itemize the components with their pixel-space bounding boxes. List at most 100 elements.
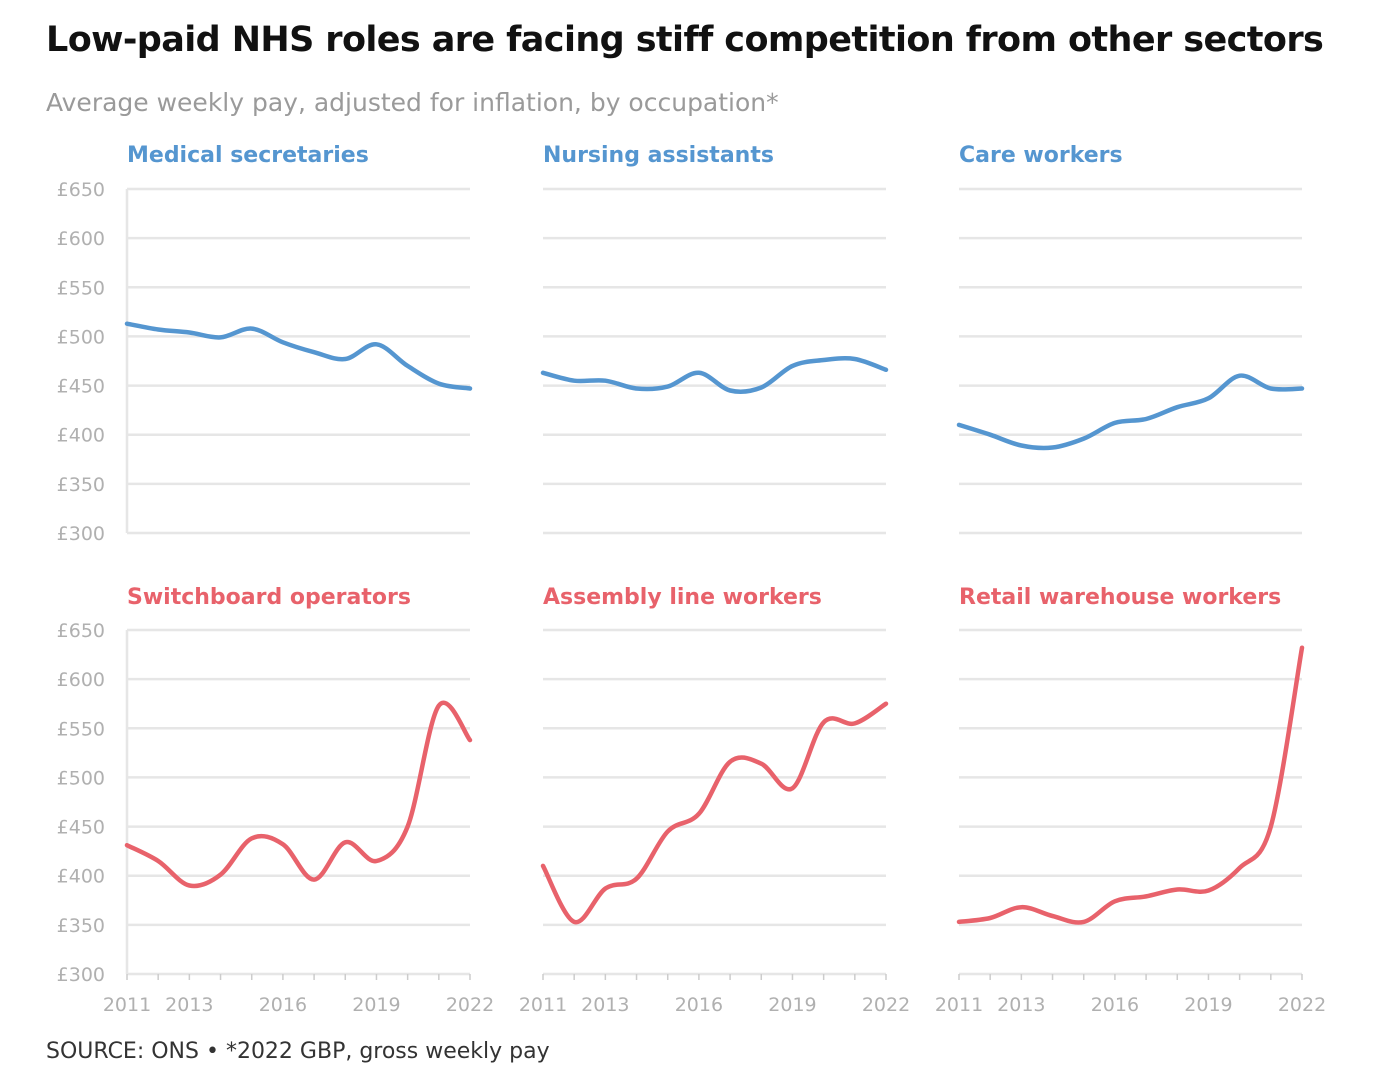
data-point <box>822 358 826 362</box>
data-point <box>219 335 223 339</box>
y-tick-label: £350 <box>57 915 105 937</box>
data-point <box>759 762 763 766</box>
data-point <box>541 864 545 868</box>
data-point <box>312 878 316 882</box>
data-point <box>1269 825 1273 829</box>
y-tick-label: £500 <box>57 326 105 348</box>
data-point <box>1207 396 1211 400</box>
panel-title: Assembly line workers <box>543 585 822 610</box>
data-point <box>697 812 701 816</box>
data-point <box>666 830 670 834</box>
series-line <box>956 645 1305 925</box>
y-tick-label: £550 <box>57 277 105 299</box>
x-tick-label: 2022 <box>1278 994 1326 1016</box>
x-tick-label: 2019 <box>1184 994 1232 1016</box>
data-point <box>1238 374 1242 378</box>
panel-2: Care workers <box>956 143 1305 535</box>
data-point <box>375 859 379 863</box>
data-point <box>1300 646 1304 650</box>
chart-title: Low-paid NHS roles are facing stiff comp… <box>46 20 1324 60</box>
data-point <box>1144 894 1148 898</box>
panel-5: Retail warehouse workers 2011 2013 2016 2019… <box>935 585 1326 1016</box>
data-point <box>791 786 795 790</box>
x-tick-label: 2013 <box>581 994 629 1016</box>
data-point <box>1082 920 1086 924</box>
panel-title: Retail warehouse workers <box>959 585 1281 610</box>
data-point <box>697 371 701 375</box>
data-point <box>1238 866 1242 870</box>
x-tick-label: 2016 <box>675 994 723 1016</box>
panel-title: Care workers <box>959 143 1123 168</box>
data-point <box>853 357 857 361</box>
x-tick-label: 2022 <box>862 994 910 1016</box>
data-point <box>1144 417 1148 421</box>
data-point <box>884 702 888 706</box>
data-point <box>1051 446 1055 450</box>
data-point <box>468 738 472 742</box>
data-point <box>343 840 347 844</box>
y-tick-label: £650 <box>57 179 105 201</box>
data-point <box>375 342 379 346</box>
y-tick-label: £600 <box>57 669 105 691</box>
data-point <box>1082 437 1086 441</box>
panel-title: Medical secretaries <box>127 143 369 168</box>
x-tick-label: 2011 <box>935 994 983 1016</box>
data-point <box>1113 421 1117 425</box>
data-point <box>988 433 992 437</box>
data-point <box>957 920 961 924</box>
source-note: SOURCE: ONS • *2022 GBP, gross weekly pa… <box>46 1039 550 1064</box>
data-point <box>635 877 639 881</box>
data-point <box>1019 444 1023 448</box>
data-point <box>187 884 191 888</box>
series-line <box>540 701 889 925</box>
data-point <box>572 920 576 924</box>
x-tick-label: 2013 <box>997 994 1045 1016</box>
data-point <box>728 760 732 764</box>
y-tick-label: £600 <box>57 228 105 250</box>
x-tick-label: 2013 <box>165 994 213 1016</box>
y-tick-label: £400 <box>57 866 105 888</box>
data-point <box>343 357 347 361</box>
data-point <box>1207 889 1211 893</box>
y-tick-label: £350 <box>57 474 105 496</box>
data-point <box>156 859 160 863</box>
data-point <box>1175 888 1179 892</box>
chart-subtitle: Average weekly pay, adjusted for inflati… <box>46 88 779 117</box>
panel-0: Medical secretaries £650 £600 £550 £500 £450 £… <box>57 143 473 545</box>
x-tick-label: 2016 <box>259 994 307 1016</box>
data-point <box>822 720 826 724</box>
data-point <box>853 721 857 725</box>
y-tick-label: £650 <box>57 620 105 642</box>
data-point <box>603 379 607 383</box>
data-point <box>957 423 961 427</box>
data-point <box>187 331 191 335</box>
data-point <box>406 364 410 368</box>
data-point <box>437 704 441 708</box>
data-point <box>437 382 441 386</box>
panel-4: Assembly line workers 2011 2013 2016 2019 202… <box>519 585 910 1016</box>
series-line <box>956 373 1305 451</box>
data-point <box>1019 905 1023 909</box>
data-point <box>281 340 285 344</box>
panel-title: Nursing assistants <box>543 143 774 168</box>
y-tick-label: £450 <box>57 376 105 398</box>
series-line <box>124 321 473 391</box>
data-point <box>125 843 129 847</box>
panel-1: Nursing assistants <box>540 143 889 535</box>
data-point <box>541 371 545 375</box>
data-point <box>666 385 670 389</box>
data-point <box>406 825 410 829</box>
panel-title: Switchboard operators <box>127 585 411 610</box>
series-line <box>124 700 473 889</box>
data-point <box>884 368 888 372</box>
y-tick-label: £500 <box>57 767 105 789</box>
y-tick-label: £450 <box>57 817 105 839</box>
x-tick-label: 2011 <box>103 994 151 1016</box>
data-point <box>1113 899 1117 903</box>
data-point <box>312 350 316 354</box>
x-tick-label: 2019 <box>352 994 400 1016</box>
data-point <box>1269 387 1273 391</box>
data-point <box>219 873 223 877</box>
y-tick-label: £300 <box>57 964 105 986</box>
